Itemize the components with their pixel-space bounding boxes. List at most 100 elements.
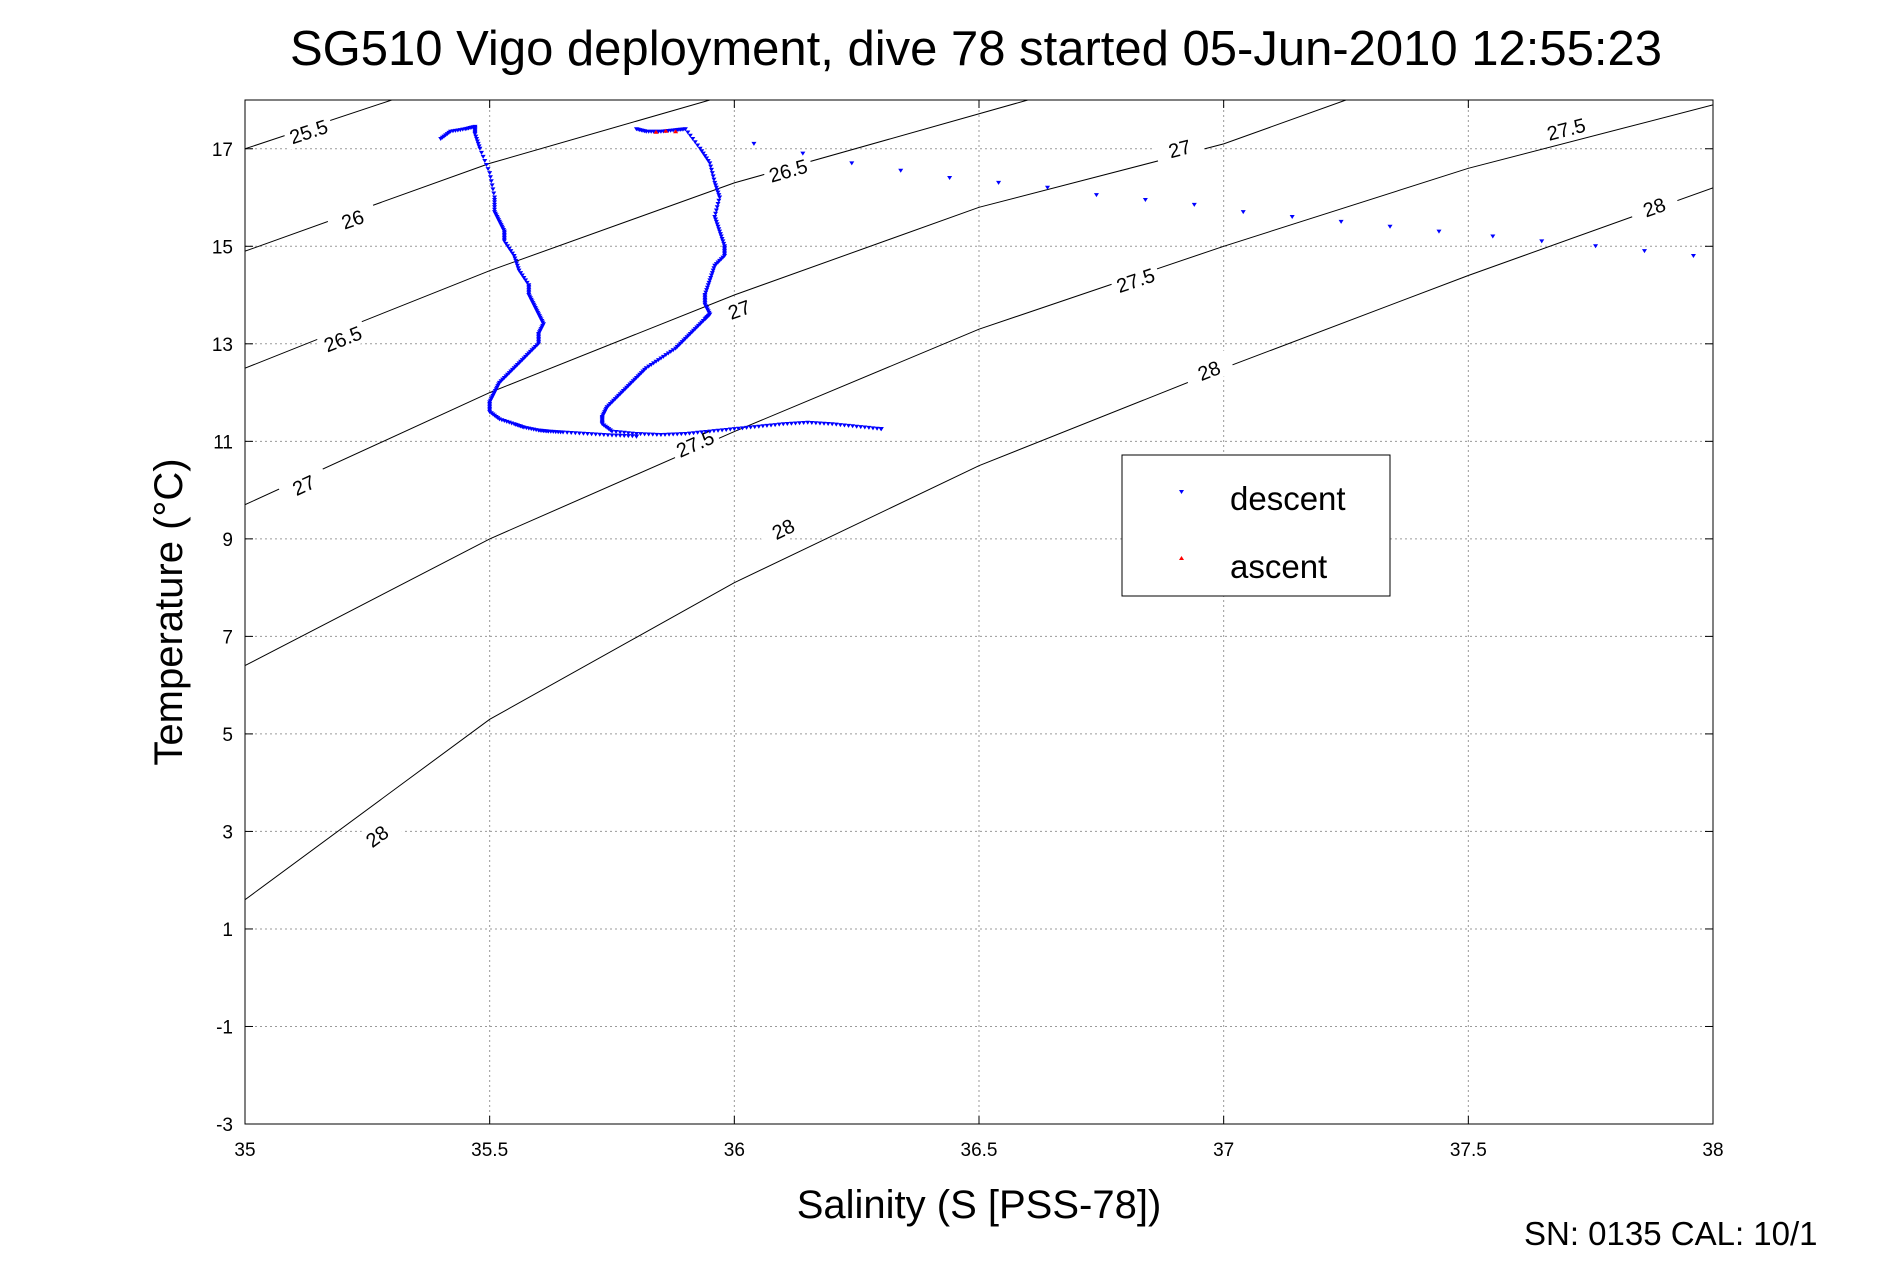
descent-point <box>708 164 714 169</box>
descent-point <box>646 432 652 437</box>
descent-point <box>666 432 672 437</box>
descent-point <box>492 197 498 202</box>
descent-point <box>572 431 578 436</box>
ascent-point <box>673 129 679 134</box>
descent-point <box>691 431 697 436</box>
descent-point <box>690 137 696 142</box>
descent-point <box>699 149 705 154</box>
descent-point <box>514 263 520 268</box>
descent-point <box>685 130 691 135</box>
descent-point <box>699 430 705 435</box>
contour-label: 25.5 <box>287 116 331 149</box>
contour-label-bg <box>276 463 331 506</box>
x-tick-label: 37 <box>1213 1140 1234 1161</box>
descent-point <box>658 432 664 437</box>
contour-label-bg <box>712 289 766 329</box>
descent-point <box>704 288 710 293</box>
x-tick-label: 38 <box>1702 1140 1723 1161</box>
descent-point <box>568 431 574 436</box>
descent-point <box>768 423 774 428</box>
descent-point <box>564 430 570 435</box>
ascent-point <box>663 128 669 133</box>
descent-point <box>655 358 661 363</box>
descent-point <box>625 431 631 436</box>
descent-point <box>898 168 904 173</box>
descent-point <box>704 156 710 161</box>
x-tick-label: 37.5 <box>1450 1140 1487 1161</box>
x-tick-label: 35 <box>234 1140 255 1161</box>
descent-point <box>601 432 607 437</box>
descent-point <box>686 431 692 436</box>
descent-point <box>712 263 718 268</box>
descent-point <box>505 244 511 249</box>
descent-point <box>793 421 798 426</box>
y-tick-label: 9 <box>222 530 233 551</box>
descent-point <box>874 426 880 431</box>
descent-point <box>490 187 496 192</box>
descent-point <box>829 422 835 427</box>
descent-point <box>1338 219 1344 224</box>
descent-point <box>760 424 766 429</box>
y-tick-label: 7 <box>222 627 233 648</box>
descent-point <box>1593 244 1599 249</box>
descent-point <box>817 421 823 426</box>
descent-point <box>560 430 566 435</box>
descent-point <box>776 422 782 427</box>
descent-point <box>713 185 719 190</box>
descent-point <box>480 154 486 159</box>
descent-point <box>705 283 711 288</box>
contour-label-bg <box>667 422 722 464</box>
descent-point <box>482 158 488 163</box>
descent-point <box>477 146 483 151</box>
y-tick-label: 3 <box>222 822 233 843</box>
descent-point <box>751 141 757 146</box>
descent-point <box>485 167 491 172</box>
descent-point <box>668 349 674 354</box>
descent-point <box>707 278 713 283</box>
descent-point <box>621 430 627 435</box>
descent-point <box>870 426 876 431</box>
descent-point <box>715 190 721 195</box>
footer-calibration: SN: 0135 CAL: 10/1 <box>1524 1215 1818 1252</box>
y-tick-label: 11 <box>213 432 233 453</box>
descent-point <box>825 422 831 427</box>
grid <box>245 100 1713 1124</box>
descent-point <box>709 171 715 176</box>
contour-label-bg <box>756 507 810 550</box>
descent-point <box>617 433 623 438</box>
descent-point <box>764 423 770 428</box>
descent-point <box>508 249 514 254</box>
descent-point <box>706 280 712 285</box>
y-tick-label: 17 <box>212 140 233 161</box>
descent-point <box>492 207 498 212</box>
descent-point <box>605 433 611 438</box>
descent-point <box>717 195 723 200</box>
descent-point <box>813 421 819 426</box>
y-tick-label: 15 <box>212 237 233 258</box>
descent-point <box>1539 239 1545 244</box>
data-points <box>438 124 1696 439</box>
contour-label: 27.5 <box>673 427 717 463</box>
y-tick-label: 13 <box>212 335 233 356</box>
descent-point <box>707 161 713 166</box>
descent-point <box>682 127 688 132</box>
descent-point <box>1289 215 1295 220</box>
contour-label-bg <box>325 199 379 238</box>
descent-point <box>512 256 518 261</box>
descent-point <box>1490 234 1496 239</box>
descent-point <box>613 429 619 434</box>
descent-point <box>514 261 520 266</box>
y-tick-label: -3 <box>216 1115 233 1136</box>
descent-point <box>739 426 745 431</box>
descent-point <box>682 432 688 437</box>
descent-point <box>748 425 754 430</box>
descent-point <box>474 139 480 144</box>
contour-label: 26.5 <box>767 156 810 188</box>
descent-point <box>854 424 860 429</box>
descent-point <box>503 241 509 246</box>
descent-point <box>947 176 953 181</box>
descent-point <box>805 420 811 425</box>
descent-point <box>703 429 709 434</box>
descent-point <box>708 275 714 280</box>
descent-point <box>756 424 762 429</box>
